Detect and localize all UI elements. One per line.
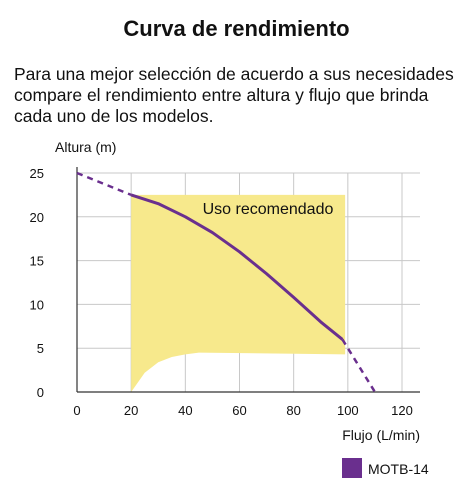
series-line-dashed-start <box>76 171 132 197</box>
x-tick-label: 120 <box>391 403 413 418</box>
series-line-dashed-end <box>341 338 376 393</box>
description-line-2: compare el rendimiento entre altura y fl… <box>14 85 429 105</box>
chart-title: Curva de rendimiento <box>123 16 350 41</box>
y-tick-label: 5 <box>37 341 44 356</box>
axes <box>76 167 420 393</box>
y-tick-label: 20 <box>30 210 44 225</box>
chart-description: Para una mejor selección de acuerdo a su… <box>14 64 464 127</box>
recommended-region-fill <box>131 194 346 392</box>
y-axis-label: Altura (m) <box>55 139 116 155</box>
x-axis-label: Flujo (L/min) <box>342 427 420 443</box>
y-tick-label: 25 <box>30 166 44 181</box>
x-tick-label: 100 <box>337 403 359 418</box>
legend-swatch <box>342 458 362 478</box>
description-line-3: cada uno de los modelos. <box>14 106 214 126</box>
x-tick-label: 20 <box>124 403 138 418</box>
legend-label: MOTB-14 <box>368 461 429 477</box>
region-label: Uso recomendado <box>203 201 334 218</box>
series-line <box>130 193 344 341</box>
x-tick-label: 60 <box>232 403 246 418</box>
series-lines <box>76 171 376 393</box>
y-tick-label: 10 <box>30 297 44 312</box>
x-tick-label: 80 <box>286 403 300 418</box>
x-tick-label: 40 <box>178 403 192 418</box>
tick-labels: 0 20 40 60 80 100 120 0 5 10 15 20 25 <box>30 166 413 418</box>
recommended-region <box>131 194 346 392</box>
description-line-1: Para una mejor selección de acuerdo a su… <box>14 64 454 84</box>
y-tick-label: 0 <box>37 385 44 400</box>
y-tick-label: 15 <box>30 254 44 269</box>
x-tick-label: 0 <box>73 403 80 418</box>
